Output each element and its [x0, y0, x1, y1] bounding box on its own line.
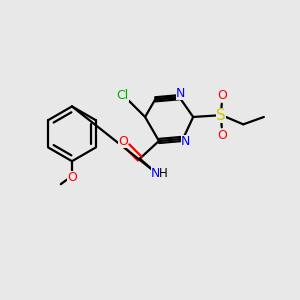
Text: N: N	[181, 135, 190, 148]
Text: N: N	[151, 167, 160, 180]
Text: H: H	[159, 167, 168, 180]
Text: O: O	[67, 171, 77, 184]
Text: S: S	[216, 108, 226, 123]
Text: O: O	[217, 89, 227, 102]
Text: N: N	[176, 87, 185, 100]
Text: O: O	[217, 129, 227, 142]
Text: O: O	[118, 135, 128, 148]
Text: Cl: Cl	[116, 89, 128, 102]
